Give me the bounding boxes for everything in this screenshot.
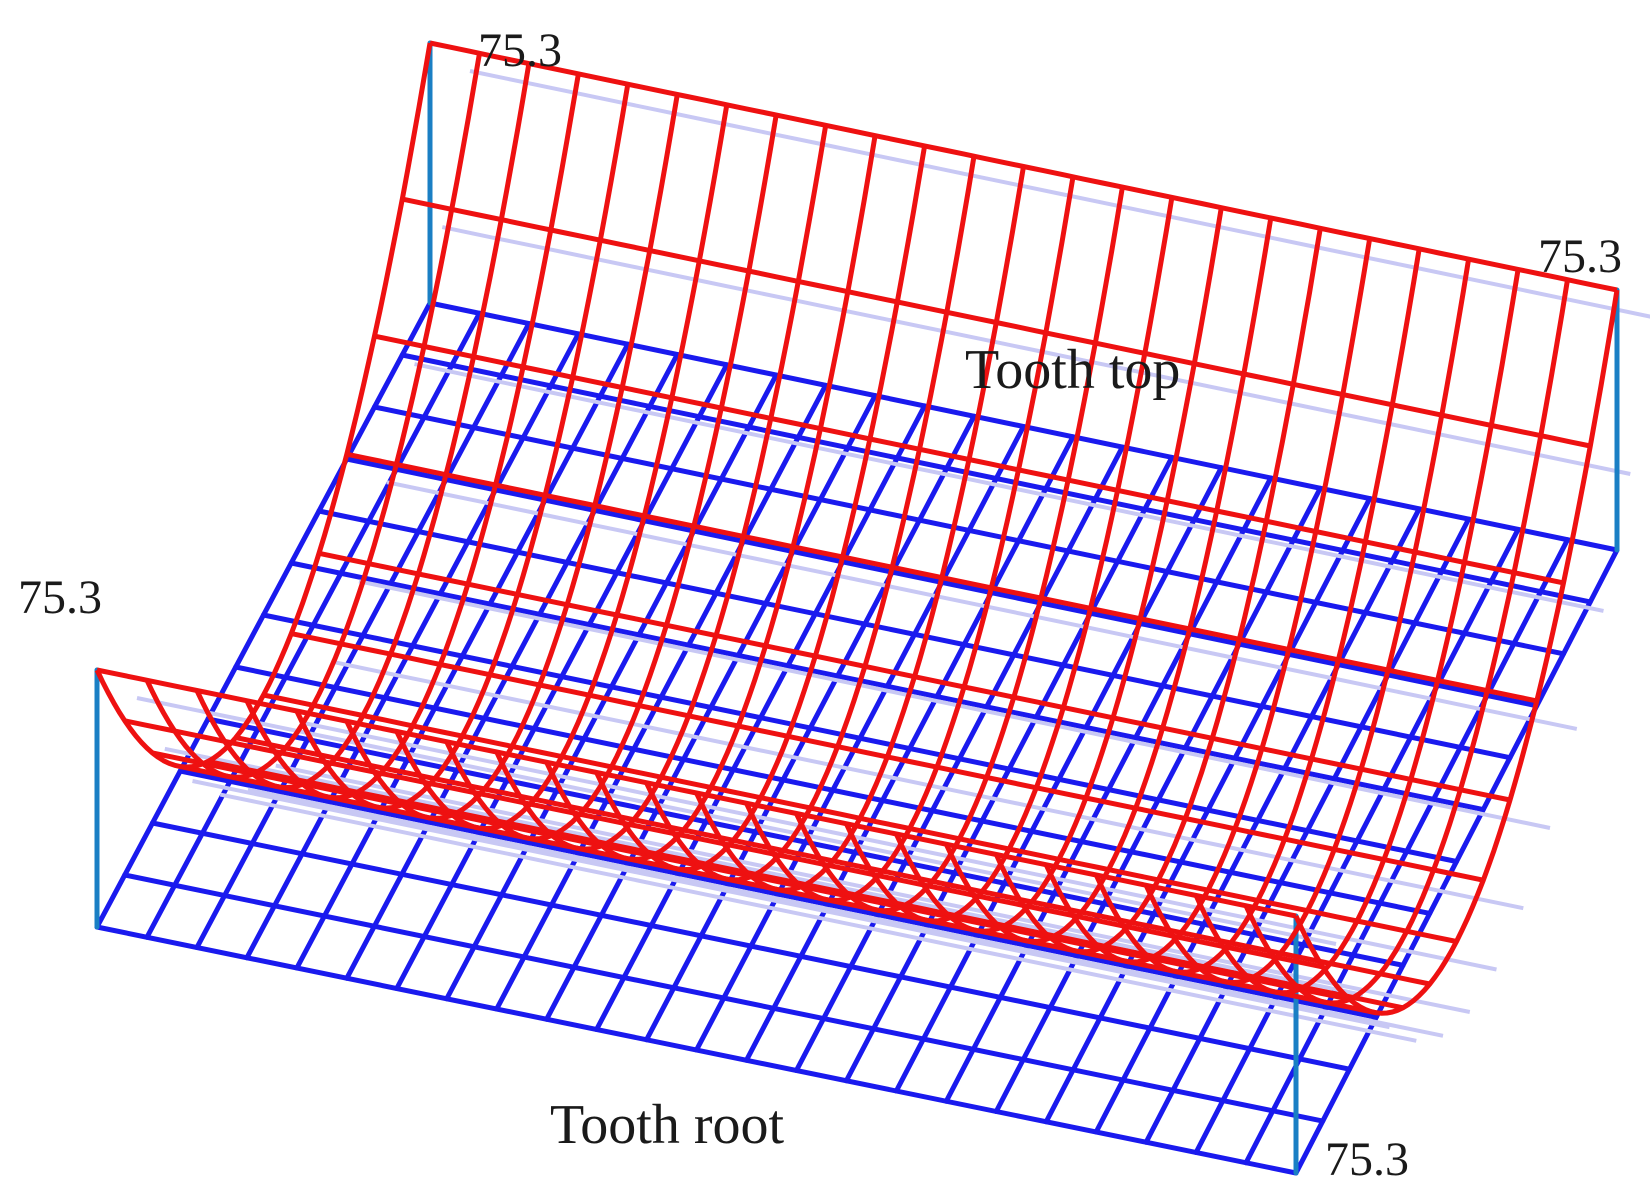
hidden-grid-line	[136, 696, 1337, 946]
corner-posts	[94, 40, 1620, 1176]
surface-grid-line	[594, 145, 928, 873]
base-grid-line	[793, 444, 1125, 1073]
base-grid-line	[743, 434, 1076, 1063]
modified-tooth-surface-mesh	[94, 40, 1620, 1016]
surface-grid-line	[494, 124, 829, 852]
base-grid-line	[644, 413, 977, 1043]
base-grid-line	[943, 475, 1274, 1104]
base-grid-line	[94, 300, 433, 930]
corner-label-front-right: 75.3	[1325, 1133, 1409, 1186]
surface-grid-line	[294, 83, 631, 811]
hidden-grid-line	[192, 779, 1390, 1030]
hidden-grid-line	[386, 480, 1578, 731]
surface-grid-line	[744, 176, 1076, 903]
surface-grid-line	[1193, 268, 1521, 996]
surface-grid-line	[894, 207, 1224, 934]
surface-grid-line	[644, 155, 977, 883]
base-grid-line	[843, 454, 1175, 1084]
corner-label-front-left: 75.3	[18, 571, 102, 624]
hidden-grid-line	[441, 225, 1631, 476]
hidden-grid-line	[219, 792, 1417, 1043]
corner-label-back-right: 75.3	[1538, 230, 1622, 283]
base-grid-line	[344, 351, 680, 981]
surface-grid-line	[429, 40, 1618, 293]
base-grid-line	[394, 362, 730, 991]
base-grid-line	[1193, 526, 1521, 1155]
surface-grid-line	[1043, 238, 1373, 965]
surface-grid-line	[544, 135, 878, 862]
hidden-grid-line	[469, 69, 1650, 319]
surface-grid-line	[344, 94, 680, 821]
base-grid-line	[544, 393, 878, 1022]
base-grid-line	[893, 465, 1224, 1094]
tooth-root-label: Tooth root	[550, 1094, 785, 1156]
base-grid-line	[294, 341, 631, 971]
surface-grid-line	[994, 227, 1323, 955]
base-grid-line	[144, 310, 482, 940]
surface-grid-line	[1143, 258, 1472, 985]
hidden-grid-line	[414, 362, 1604, 613]
base-grid-line	[444, 372, 779, 1002]
base-grid-line	[1293, 547, 1620, 1176]
base-grid-line	[1143, 516, 1472, 1145]
hidden-grid-line	[358, 579, 1551, 830]
surface-grid-line	[144, 52, 482, 780]
surface-grid-line	[794, 186, 1125, 914]
base-grid-line	[1043, 496, 1373, 1125]
base-grid-line	[244, 331, 581, 961]
surface-grid-line	[944, 217, 1274, 944]
surface-grid-line	[444, 114, 779, 842]
surface-grid-line	[1243, 279, 1570, 1006]
base-grid-line	[494, 382, 829, 1012]
surface-grid-line	[694, 166, 1026, 893]
surface-grid-line	[844, 196, 1175, 924]
surface-grid-line	[1093, 248, 1422, 975]
base-grid-line	[1093, 506, 1422, 1135]
surface-grid-line	[244, 73, 581, 801]
base-grid-line	[694, 424, 1026, 1053]
hidden-grid-line	[247, 787, 1444, 1038]
surface-grid-line	[94, 42, 433, 770]
surface-grid-line	[194, 63, 532, 791]
base-grid-line	[194, 321, 532, 950]
hidden-grid-line	[275, 763, 1471, 1014]
surface-grid-line	[394, 104, 730, 832]
tooth-top-label: Tooth top	[965, 339, 1180, 401]
base-grid-line	[594, 403, 928, 1032]
base-plane-grid	[94, 300, 1620, 1176]
base-grid-line	[993, 485, 1323, 1114]
base-grid-line	[1243, 537, 1571, 1166]
corner-label-back-left: 75.3	[478, 24, 562, 77]
surface-grid-line	[1293, 289, 1620, 1016]
